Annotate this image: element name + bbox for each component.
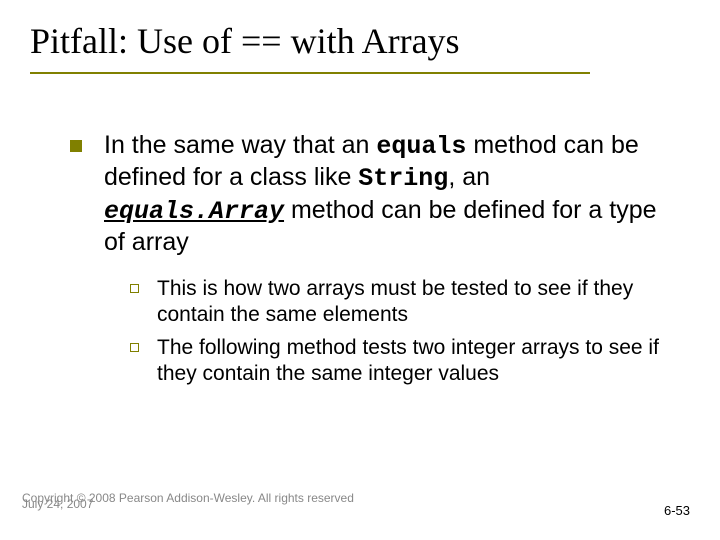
footer-page-number: 6-53 xyxy=(664,503,690,518)
square-outline-bullet-icon xyxy=(130,343,139,352)
square-bullet-icon xyxy=(70,140,82,152)
bullet1-text: In the same way that an equals method ca… xyxy=(104,130,660,258)
body-content: In the same way that an equals method ca… xyxy=(70,130,660,405)
sub-bullets: This is how two arrays must be tested to… xyxy=(130,276,660,387)
bullet-level1: In the same way that an equals method ca… xyxy=(70,130,660,258)
sub1-text: This is how two arrays must be tested to… xyxy=(157,276,660,329)
square-outline-bullet-icon xyxy=(130,284,139,293)
footer-date: July 24, 2007 xyxy=(22,498,354,511)
code-run: String xyxy=(358,164,448,193)
slide-title: Pitfall: Use of == with Arrays xyxy=(30,20,460,62)
title-underline xyxy=(30,72,590,74)
bullet-level2: This is how two arrays must be tested to… xyxy=(130,276,660,329)
text-run: , an xyxy=(448,163,490,191)
code-run: equals xyxy=(376,132,466,161)
code-run-italic: equals.Array xyxy=(104,197,284,226)
text-run: In the same way that an xyxy=(104,131,376,159)
bullet-level2: The following method tests two integer a… xyxy=(130,335,660,388)
footer-left: Copyright © 2008 Pearson Addison-Wesley.… xyxy=(22,492,354,518)
sub2-text: The following method tests two integer a… xyxy=(157,335,660,388)
